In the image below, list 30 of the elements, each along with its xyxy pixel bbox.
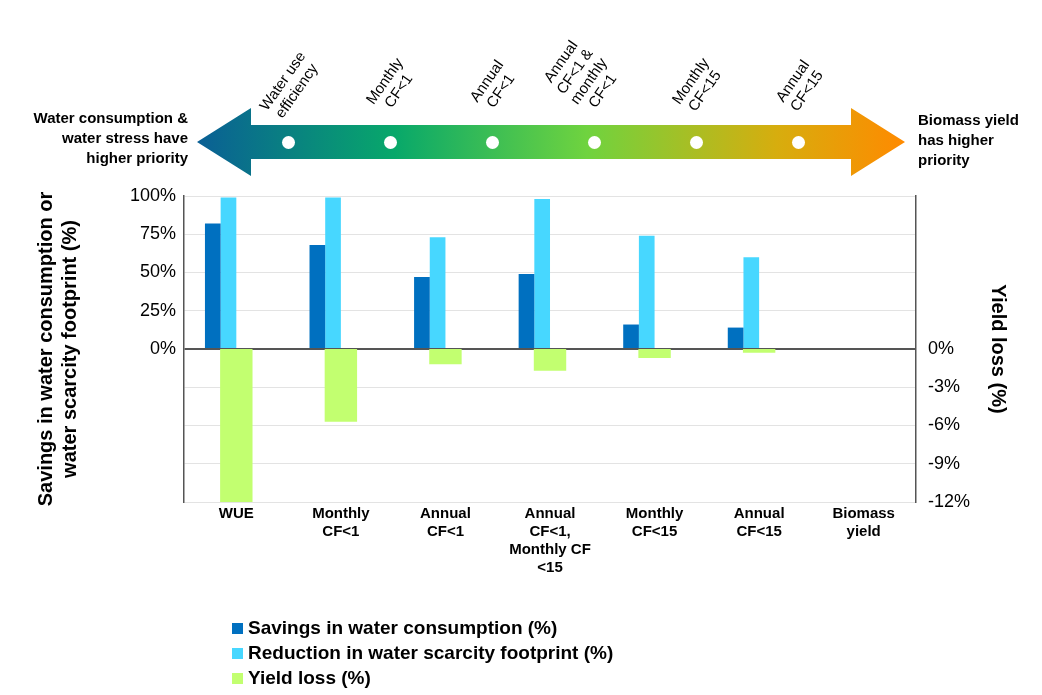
bar <box>309 244 326 348</box>
text: Biomass yield has higher priority <box>918 110 1020 170</box>
y-tick-label: 50% <box>140 261 177 282</box>
y2-tick-label: 0% <box>927 337 954 358</box>
y2-tick-label: -12% <box>927 490 971 511</box>
y-tick-label: 0% <box>150 337 177 358</box>
legend-label: Savings in water consumption (%) <box>247 616 559 640</box>
bar <box>623 324 639 348</box>
legend-label: Reduction in water scarcity footprint (%) <box>247 641 614 665</box>
bar <box>727 327 744 348</box>
y-tick-label: 75% <box>140 223 177 244</box>
y-tick-label: 100% <box>129 184 177 205</box>
x-tick-label: Annual CF<1, Monthly CF <15 <box>509 504 591 576</box>
y2-tick-label: -6% <box>927 414 960 435</box>
y-tick-label: 25% <box>140 299 177 320</box>
x-tick-label: Annual CF<15 <box>733 504 785 540</box>
text: Water consumption & water stress have higher priority <box>32 108 188 168</box>
y2-tick-label: -3% <box>927 376 960 397</box>
x-tick-label: Biomass yield <box>832 504 895 540</box>
legend-label: Yield loss (%) <box>247 666 372 690</box>
x-tick-label: WUE <box>218 504 254 522</box>
y-axis-title: Savings in water consumption or water scarcity footprint (%) <box>33 191 80 507</box>
bar <box>204 223 221 348</box>
bar <box>414 277 430 348</box>
x-tick-label: Monthly CF<1 <box>312 504 371 540</box>
y2-tick-label: -9% <box>927 452 960 473</box>
bar <box>518 274 535 348</box>
y2-axis-title: Yield loss (%) <box>988 284 1011 414</box>
x-tick-label: Monthly CF<15 <box>625 504 684 540</box>
x-tick-label: Annual CF<1 <box>420 504 471 540</box>
